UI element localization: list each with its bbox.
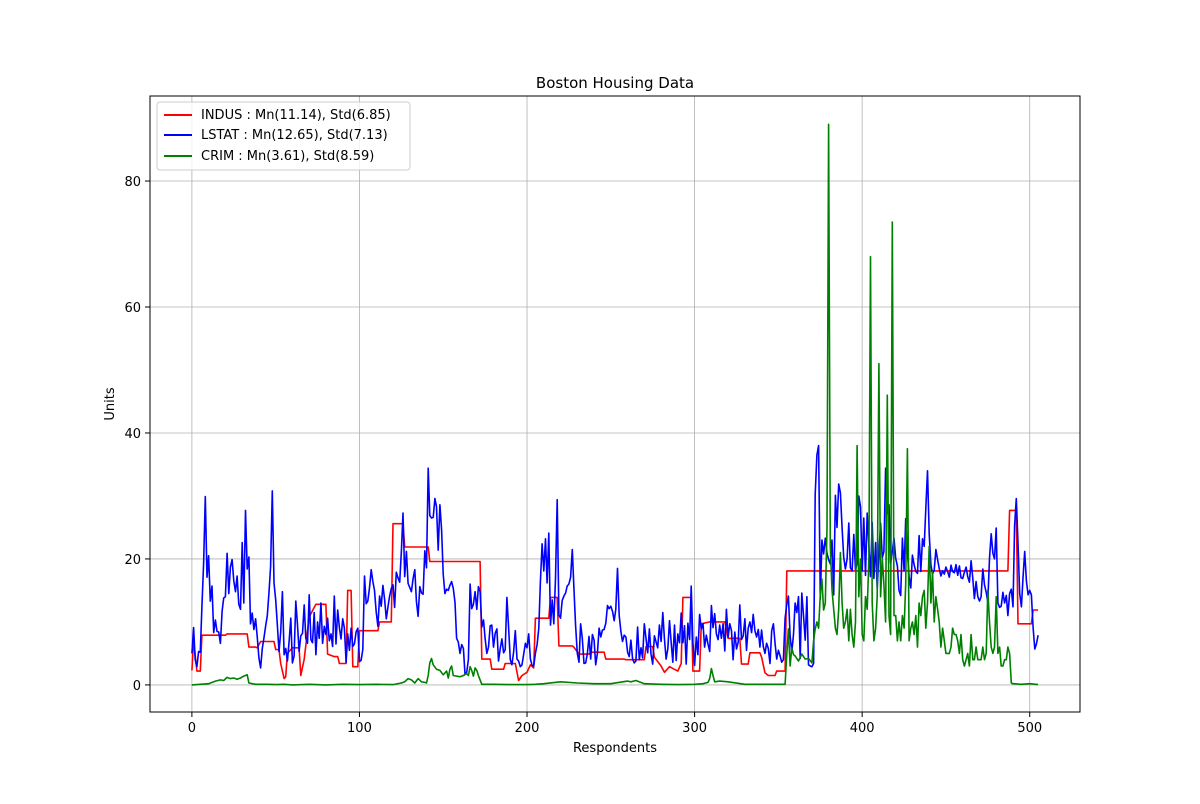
x-tick-label: 100 — [347, 721, 372, 736]
y-axis-ticks: 0 20 40 60 80 — [124, 175, 150, 694]
y-tick-label: 0 — [133, 679, 141, 694]
y-tick-label: 80 — [124, 175, 141, 190]
legend: INDUS : Mn(11.14), Std(6.85) LSTAT : Mn(… — [156, 101, 411, 171]
y-tick-label: 20 — [124, 553, 141, 568]
series-line-lstat — [191, 444, 1039, 676]
x-axis-ticks: 0 100 200 300 400 500 — [188, 712, 1042, 736]
y-tick-label: 40 — [124, 427, 141, 442]
legend-entry-crim: CRIM : Mn(3.61), Std(8.59) — [201, 149, 374, 164]
plot-frame — [149, 95, 1081, 713]
x-tick-label: 200 — [515, 721, 540, 736]
grid — [150, 96, 1080, 712]
legend-entry-indus: INDUS : Mn(11.14), Std(6.85) — [201, 108, 391, 123]
x-axis-label: Respondents — [573, 741, 657, 756]
series-line-crim — [191, 123, 1039, 686]
x-tick-label: 500 — [1017, 721, 1042, 736]
y-axis-label: Units — [103, 387, 118, 420]
legend-entry-lstat: LSTAT : Mn(12.65), Std(7.13) — [201, 128, 388, 143]
x-tick-label: 400 — [850, 721, 875, 736]
x-tick-label: 0 — [188, 721, 196, 736]
y-tick-label: 60 — [124, 301, 141, 316]
legend-box — [156, 101, 411, 171]
chart-title: Boston Housing Data — [536, 74, 694, 92]
series-group — [191, 123, 1039, 686]
x-tick-label: 300 — [682, 721, 707, 736]
